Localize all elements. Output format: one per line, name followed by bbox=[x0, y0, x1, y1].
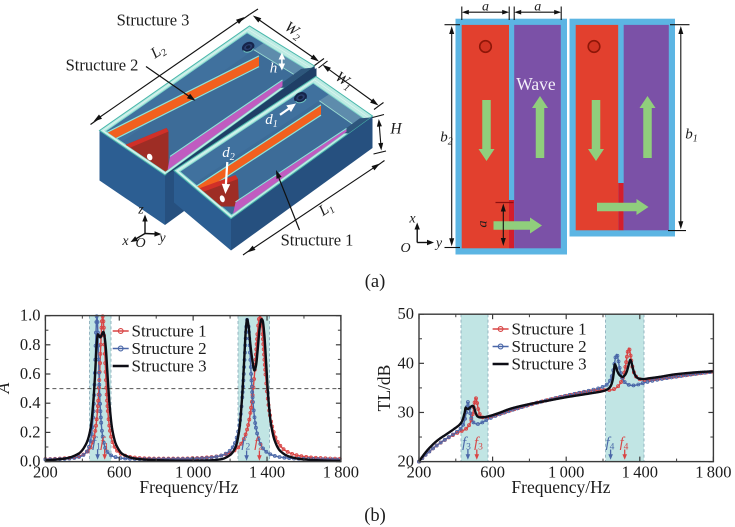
svg-text:Structure 1: Structure 1 bbox=[281, 231, 354, 250]
svg-text:a: a bbox=[476, 221, 491, 228]
svg-text:Structure 3: Structure 3 bbox=[132, 357, 207, 376]
svg-text:1 000: 1 000 bbox=[548, 463, 584, 482]
svg-text:f3: f3 bbox=[462, 435, 471, 453]
svg-text:1 000: 1 000 bbox=[175, 463, 211, 482]
svg-text:f1: f1 bbox=[100, 435, 109, 453]
svg-text:y: y bbox=[157, 231, 166, 246]
svg-text:a: a bbox=[534, 0, 541, 15]
svg-text:20: 20 bbox=[398, 452, 415, 471]
svg-text:200: 200 bbox=[33, 463, 58, 482]
svg-text:30: 30 bbox=[398, 403, 415, 422]
svg-text:Structure 3: Structure 3 bbox=[117, 11, 190, 30]
svg-text:f3: f3 bbox=[474, 435, 483, 453]
svg-text:1 400: 1 400 bbox=[622, 463, 658, 482]
svg-text:Structure 2: Structure 2 bbox=[132, 339, 207, 358]
svg-text:(b): (b) bbox=[364, 506, 386, 526]
svg-text:Wave: Wave bbox=[516, 74, 556, 94]
svg-text:f4: f4 bbox=[620, 435, 629, 453]
svg-text:f2: f2 bbox=[254, 435, 263, 453]
svg-text:TL/dB: TL/dB bbox=[374, 365, 394, 412]
svg-text:Structure 1: Structure 1 bbox=[512, 320, 587, 339]
svg-text:0.4: 0.4 bbox=[20, 393, 41, 412]
svg-text:Structure 1: Structure 1 bbox=[132, 322, 207, 341]
svg-text:1 800: 1 800 bbox=[323, 463, 359, 482]
svg-text:Structure 3: Structure 3 bbox=[512, 355, 587, 374]
svg-text:Structure 2: Structure 2 bbox=[66, 56, 139, 75]
svg-text:1 800: 1 800 bbox=[695, 463, 731, 482]
svg-text:1 400: 1 400 bbox=[249, 463, 285, 482]
svg-text:H: H bbox=[389, 121, 402, 138]
svg-text:f2: f2 bbox=[241, 435, 250, 453]
svg-text:Structure 2: Structure 2 bbox=[512, 337, 587, 356]
svg-text:z: z bbox=[137, 203, 144, 218]
svg-text:x: x bbox=[408, 212, 416, 227]
svg-text:y: y bbox=[434, 236, 443, 251]
svg-text:40: 40 bbox=[398, 353, 415, 372]
svg-text:600: 600 bbox=[480, 463, 505, 482]
svg-text:50: 50 bbox=[398, 304, 415, 323]
svg-text:600: 600 bbox=[107, 463, 132, 482]
svg-text:a: a bbox=[482, 0, 489, 15]
svg-text:1.0: 1.0 bbox=[20, 306, 41, 325]
svg-text:f1: f1 bbox=[92, 435, 101, 453]
svg-text:Frequency/Hz: Frequency/Hz bbox=[511, 477, 610, 497]
svg-text:0.8: 0.8 bbox=[20, 335, 41, 354]
svg-text:O: O bbox=[135, 236, 145, 251]
svg-text:x: x bbox=[121, 234, 129, 249]
svg-text:(a): (a) bbox=[365, 272, 386, 292]
svg-text:0.6: 0.6 bbox=[20, 364, 41, 383]
svg-text:A: A bbox=[0, 382, 13, 394]
svg-text:h: h bbox=[270, 61, 278, 77]
svg-text:O: O bbox=[400, 241, 410, 256]
svg-text:Frequency/Hz: Frequency/Hz bbox=[139, 477, 238, 497]
svg-text:f4: f4 bbox=[606, 435, 615, 453]
svg-text:0.0: 0.0 bbox=[20, 452, 41, 471]
svg-text:0.2: 0.2 bbox=[20, 422, 41, 441]
svg-text:200: 200 bbox=[407, 463, 432, 482]
